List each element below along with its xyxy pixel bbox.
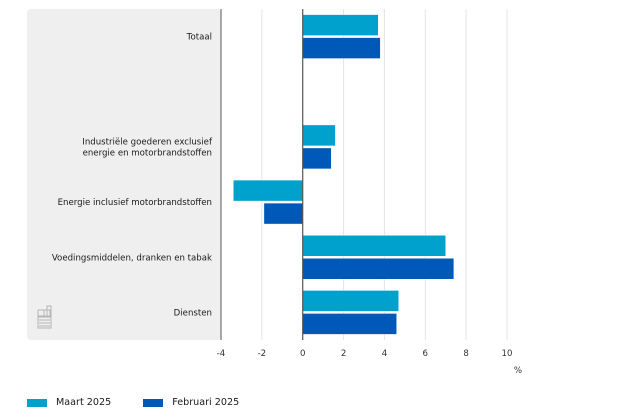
x-axis-ticks: -4 -2 0 2 4 6 8 10 xyxy=(217,349,513,359)
bars xyxy=(233,14,455,335)
category-label: energie en motorbrandstoffen xyxy=(83,148,212,158)
bar-februari[interactable] xyxy=(302,37,381,59)
bar-februari[interactable] xyxy=(302,313,397,335)
category-label: Energie inclusief motorbrandstoffen xyxy=(58,198,212,208)
x-tick-label: 10 xyxy=(502,349,513,359)
x-tick-label: -2 xyxy=(258,349,267,359)
cbs-logo-icon xyxy=(37,305,52,329)
x-tick-label: 0 xyxy=(300,349,305,359)
legend-swatch-februari xyxy=(143,398,164,407)
bar-maart[interactable] xyxy=(233,179,303,202)
x-tick-label: 6 xyxy=(423,349,428,359)
legend: Maart 2025 Februari 2025 xyxy=(27,397,271,408)
category-labels: Totaal Industriële goederen exclusiefener… xyxy=(52,33,213,319)
bar-februari[interactable] xyxy=(263,202,303,225)
bar-maart[interactable] xyxy=(302,290,399,312)
bar-maart[interactable] xyxy=(302,235,446,257)
legend-item-maart-2025[interactable]: Maart 2025 xyxy=(27,397,111,408)
bar-maart[interactable] xyxy=(302,14,379,36)
x-tick-label: 2 xyxy=(341,349,346,359)
category-label: Voedingsmiddelen, dranken en tabak xyxy=(52,253,212,263)
gridlines xyxy=(261,9,508,340)
bar-februari[interactable] xyxy=(302,147,332,170)
x-tick-label: -4 xyxy=(217,349,226,359)
legend-label: Maart 2025 xyxy=(56,397,112,408)
category-label: Diensten xyxy=(174,308,212,318)
bar-maart[interactable] xyxy=(302,124,336,147)
legend-label: Februari 2025 xyxy=(172,397,240,408)
category-label: Totaal xyxy=(186,33,212,43)
legend-item-februari-2025[interactable]: Februari 2025 xyxy=(143,397,239,408)
bar-februari[interactable] xyxy=(302,258,455,280)
x-tick-label: 8 xyxy=(463,349,468,359)
x-axis-unit-label: % xyxy=(514,366,522,376)
label-panel-background xyxy=(27,9,221,340)
category-label: Industriële goederen exclusief xyxy=(82,137,213,147)
x-tick-label: 4 xyxy=(382,349,387,359)
legend-swatch-maart xyxy=(27,398,47,407)
